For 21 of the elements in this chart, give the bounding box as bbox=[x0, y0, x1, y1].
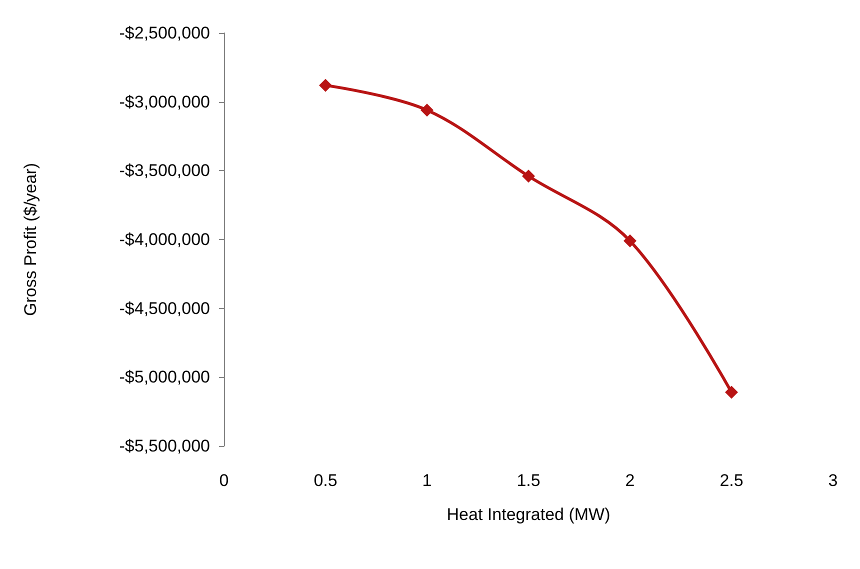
x-tick-label: 0.5 bbox=[314, 471, 338, 490]
y-tick-label: -$3,500,000 bbox=[119, 161, 210, 180]
point bbox=[624, 234, 636, 248]
y-tick-label: -$5,000,000 bbox=[119, 368, 210, 387]
point bbox=[725, 386, 738, 399]
y-tick-label: -$2,500,000 bbox=[119, 24, 210, 42]
y-tick-label: -$4,500,000 bbox=[119, 298, 210, 318]
y-tick-label: -$3,000,000 bbox=[119, 92, 210, 112]
x-tick-label: 1.5 bbox=[516, 471, 540, 490]
point bbox=[522, 170, 535, 183]
point bbox=[319, 78, 332, 92]
point bbox=[420, 104, 434, 117]
x-tick-label: 1 bbox=[422, 471, 432, 490]
x-tick-label: 2.5 bbox=[720, 471, 744, 490]
y-axis-title: Gross Profit ($/year) bbox=[21, 162, 40, 316]
y-tick-label: -$4,000,000 bbox=[119, 230, 210, 249]
x-tick-label: 0 bbox=[219, 471, 229, 490]
y-tick-label: -$5,500,000 bbox=[119, 436, 210, 456]
x-tick-label: 2 bbox=[625, 471, 635, 490]
x-tick-label: 3 bbox=[828, 471, 838, 490]
x-axis-title: Heat Integrated (MW) bbox=[446, 505, 610, 524]
